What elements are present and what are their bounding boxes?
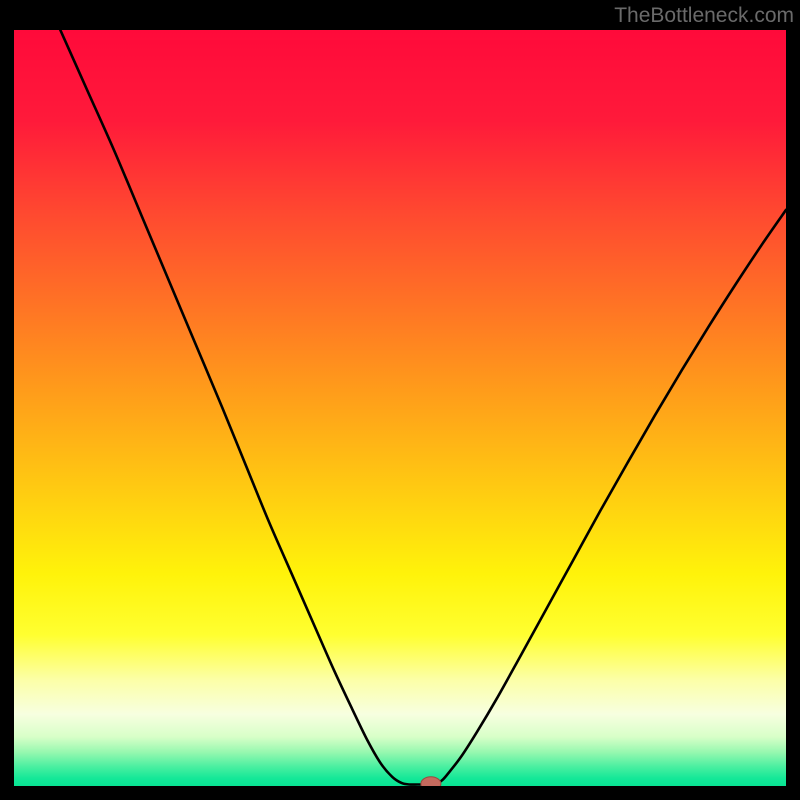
watermark-text: TheBottleneck.com (614, 4, 794, 28)
chart-frame: TheBottleneck.com (0, 0, 800, 800)
frame-border-bottom (0, 786, 800, 800)
frame-border-left (0, 0, 14, 800)
bottleneck-plot (14, 30, 786, 786)
gradient-background (14, 30, 786, 786)
frame-border-right (786, 0, 800, 800)
